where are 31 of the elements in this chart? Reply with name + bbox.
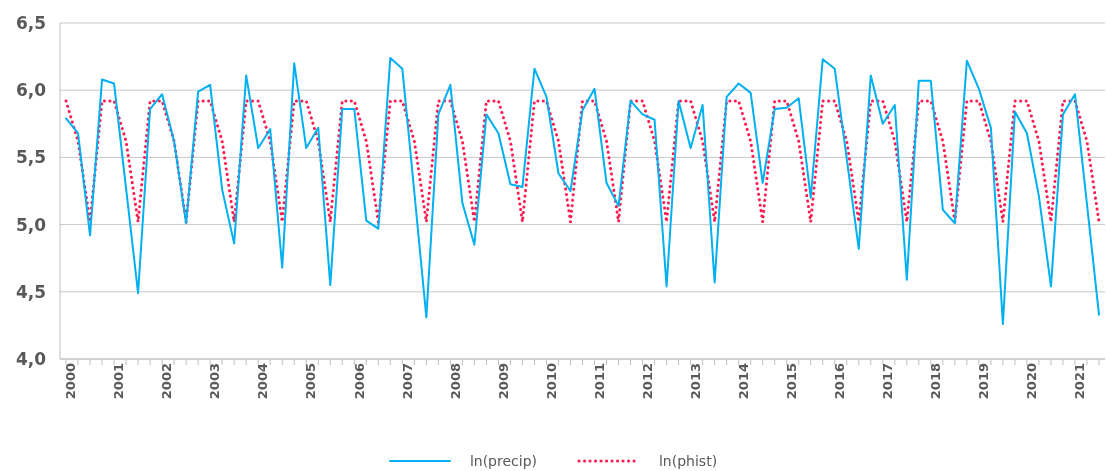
legend-label: ln(precip)	[469, 453, 537, 469]
y-tick-label: 6,0	[15, 80, 47, 101]
x-tick-label: 2018	[928, 363, 944, 400]
line-series	[65, 56, 1100, 326]
x-tick-label: 2006	[351, 363, 367, 400]
y-tick-label: 5,0	[15, 214, 47, 235]
x-tick-label: 2012	[639, 363, 655, 400]
x-tick-label: 2020	[1024, 363, 1040, 400]
legend-label: ln(phist)	[658, 453, 718, 469]
y-tick-label: 5,5	[15, 147, 46, 168]
x-tick-label: 2009	[495, 363, 511, 400]
x-tick-label: 2016	[831, 363, 847, 400]
y-tick-label: 4,5	[15, 281, 46, 302]
x-tick-label: 2000	[63, 363, 79, 400]
x-tick-label: 2014	[735, 363, 751, 400]
x-tick-label: 2001	[111, 363, 127, 400]
x-tick-label: 2005	[303, 363, 319, 400]
x-tick-label: 2011	[591, 363, 607, 400]
y-tick-label: 6,5	[15, 13, 46, 34]
x-tick-label: 2007	[399, 363, 415, 400]
y-tick-label: 4,0	[15, 349, 47, 370]
x-tick-label: 2008	[447, 363, 463, 400]
x-tick-label: 2010	[543, 363, 559, 400]
x-tick-label: 2015	[783, 363, 799, 400]
x-tick-label: 2017	[880, 363, 896, 400]
x-tick-label: 2019	[976, 363, 992, 400]
x-tick-label: 2021	[1072, 363, 1088, 400]
x-tick-label: 2004	[255, 363, 271, 400]
x-tick-label: 2013	[687, 363, 703, 400]
x-tick-label: 2003	[207, 363, 223, 400]
x-tick-label: 2002	[159, 363, 175, 400]
